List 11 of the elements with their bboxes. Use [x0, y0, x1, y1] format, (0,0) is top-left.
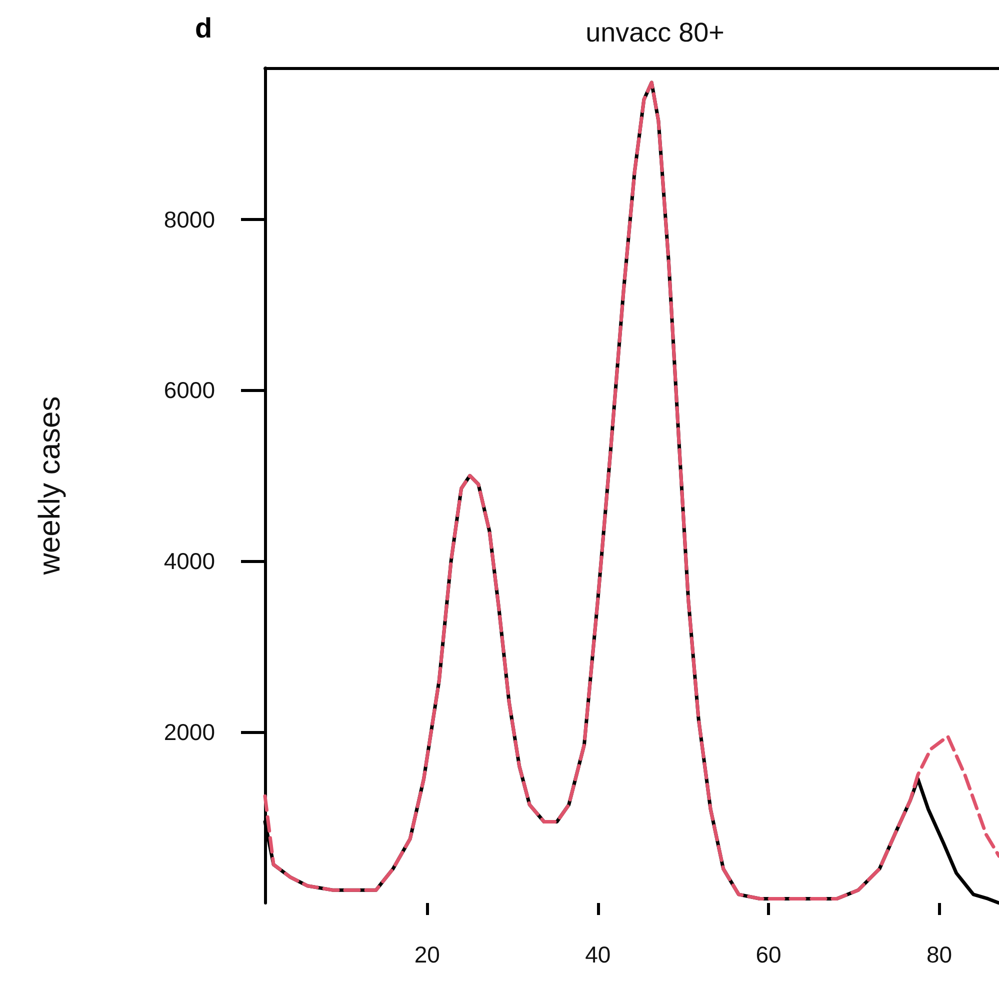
x-tick-label: 80 [926, 942, 952, 968]
y-tick-label: 4000 [164, 548, 215, 574]
x-tick-label: 60 [756, 942, 782, 968]
text: d [195, 12, 212, 44]
y-tick-label: 8000 [164, 206, 215, 232]
y-axis-title: weekly cases [34, 396, 66, 576]
y-tick-label: 2000 [164, 719, 215, 746]
x-tick-label: 20 [414, 942, 440, 968]
chart-title: unvacc 80+ [586, 18, 724, 48]
y-tick-label: 6000 [164, 377, 215, 404]
x-tick-label: 40 [585, 942, 611, 968]
